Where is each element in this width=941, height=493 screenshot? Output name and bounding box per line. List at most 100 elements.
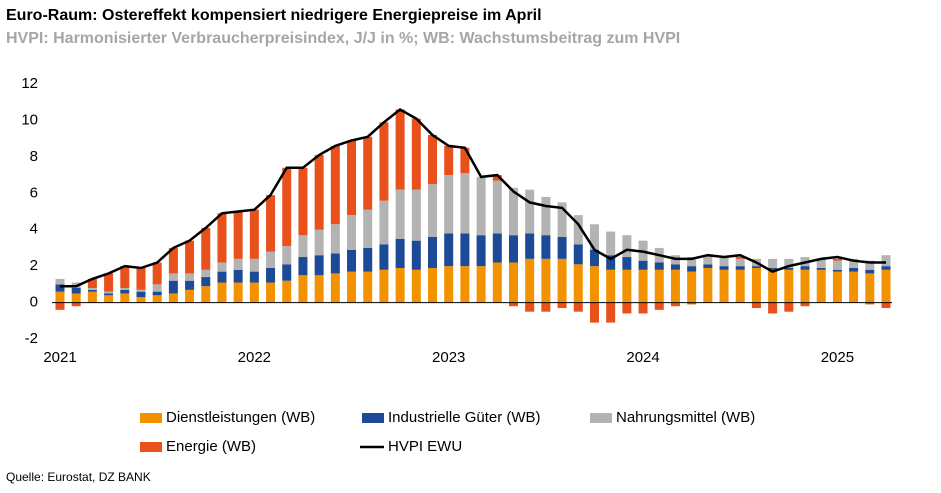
- bar: [622, 257, 632, 270]
- y-tick-label: 8: [30, 148, 38, 165]
- bar: [832, 258, 842, 261]
- bar: [492, 233, 502, 263]
- bar: [395, 267, 405, 303]
- bar: [525, 258, 535, 303]
- bar: [719, 257, 729, 267]
- bar: [557, 302, 567, 309]
- bar: [120, 293, 130, 303]
- bar: [217, 213, 227, 263]
- bar: [136, 291, 146, 298]
- bar: [104, 293, 114, 296]
- bar: [573, 244, 583, 265]
- bar: [411, 118, 421, 190]
- chart-subtitle: HVPI: Harmonisierter Verbraucherpreisind…: [6, 30, 680, 47]
- bar: [541, 302, 551, 312]
- legend-swatch: [362, 413, 384, 423]
- y-tick-label: 0: [30, 294, 38, 311]
- bar: [849, 267, 859, 272]
- bar: [395, 238, 405, 268]
- bar: [865, 269, 875, 274]
- bar: [638, 269, 648, 303]
- bar: [266, 195, 276, 252]
- y-tick-label: -2: [25, 330, 38, 347]
- bar: [120, 288, 130, 290]
- bar: [249, 271, 259, 283]
- bar: [670, 264, 680, 270]
- bar: [379, 122, 389, 201]
- bar: [266, 251, 276, 268]
- bar: [120, 289, 130, 294]
- bar: [363, 247, 373, 272]
- bar: [784, 269, 794, 303]
- bar: [881, 302, 891, 309]
- bar: [87, 289, 97, 292]
- bar: [751, 267, 761, 303]
- bar: [71, 293, 81, 303]
- bar: [606, 269, 616, 303]
- bar: [476, 266, 486, 303]
- legend-label: Dienstleistungen (WB): [166, 409, 315, 426]
- bar: [557, 258, 567, 303]
- bar: [800, 302, 810, 307]
- bar: [816, 267, 826, 270]
- y-tick-label: 12: [21, 75, 38, 92]
- bar: [298, 275, 308, 303]
- bar: [249, 282, 259, 303]
- bar: [104, 291, 114, 294]
- bar: [314, 229, 324, 256]
- bar: [784, 267, 794, 270]
- bar: [784, 258, 794, 268]
- bar: [606, 302, 616, 323]
- bar: [832, 260, 842, 270]
- bar: [395, 109, 405, 190]
- y-tick-label: 6: [30, 184, 38, 201]
- bar: [800, 269, 810, 303]
- bar: [768, 258, 778, 268]
- chart-title: Euro-Raum: Ostereffekt kompensiert niedr…: [6, 7, 542, 24]
- legend-swatch: [140, 442, 162, 452]
- bar: [71, 288, 81, 294]
- bar: [589, 224, 599, 250]
- x-tick-label: 2021: [43, 349, 76, 366]
- bar: [622, 235, 632, 258]
- bar: [168, 247, 178, 274]
- bar: [428, 184, 438, 237]
- bar: [428, 135, 438, 185]
- bar: [654, 269, 664, 303]
- bar: [379, 269, 389, 303]
- bar: [363, 136, 373, 210]
- bar: [444, 175, 454, 234]
- bar: [55, 278, 65, 285]
- bar: [314, 255, 324, 276]
- bar: [136, 297, 146, 303]
- bar: [589, 302, 599, 323]
- bar: [541, 258, 551, 303]
- bar: [217, 271, 227, 283]
- bar: [476, 176, 486, 236]
- bar: [703, 264, 713, 268]
- bar: [185, 280, 195, 290]
- bar: [525, 302, 535, 312]
- bar: [444, 145, 454, 176]
- y-tick-label: 4: [30, 221, 38, 238]
- bar: [460, 147, 470, 174]
- bar: [71, 302, 81, 307]
- bar: [508, 235, 518, 263]
- bar: [347, 140, 357, 216]
- bar: [622, 302, 632, 314]
- bar: [492, 175, 502, 181]
- bar: [735, 258, 745, 267]
- bar: [687, 271, 697, 303]
- legend-label: Industrielle Güter (WB): [388, 409, 541, 426]
- bar: [541, 235, 551, 259]
- bar: [363, 271, 373, 303]
- bar: [152, 284, 162, 292]
- bar: [606, 255, 616, 270]
- bar: [444, 233, 454, 267]
- bar: [55, 291, 65, 303]
- bar: [703, 255, 713, 265]
- bar: [865, 302, 875, 305]
- bar: [330, 224, 340, 254]
- bar: [428, 237, 438, 268]
